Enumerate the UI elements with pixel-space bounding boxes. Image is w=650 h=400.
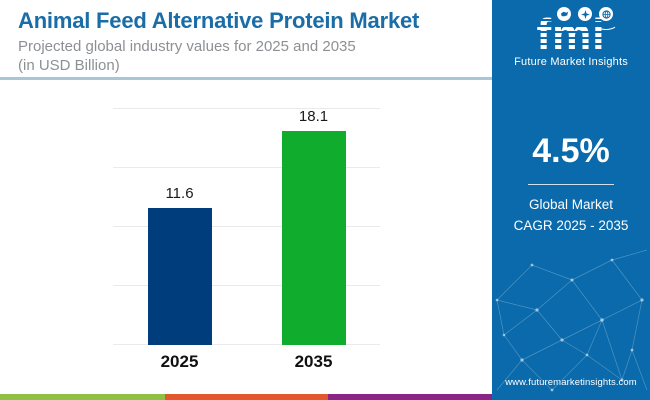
- x-axis-label-2035: 2035: [294, 352, 333, 371]
- bar-value-label: 11.6: [165, 185, 194, 202]
- cagr-value: 4.5%: [532, 131, 610, 170]
- gridline-5: [113, 285, 380, 286]
- stripe-purple: [328, 394, 492, 400]
- map-icon: [557, 7, 571, 21]
- gridline-10: [113, 226, 380, 227]
- globe-icon: [599, 7, 613, 21]
- cagr-label: Global Market CAGR 2025 - 2035: [492, 195, 650, 237]
- network-pattern-decoration: [495, 249, 648, 392]
- fmi-logo: fmi Future Market Insights: [492, 7, 650, 68]
- cagr-divider: [528, 183, 614, 185]
- website-link[interactable]: www.futuremarketinsights.com: [505, 377, 637, 388]
- header-divider: [0, 77, 492, 80]
- bar-chart: 11.6 18.1: [113, 97, 380, 345]
- gridline-20: [113, 108, 380, 109]
- header: Animal Feed Alternative Protein Market P…: [0, 0, 492, 76]
- x-axis-labels: 2025 2035: [113, 352, 380, 372]
- bar-2025: [147, 208, 212, 345]
- chart-section: Animal Feed Alternative Protein Market P…: [0, 0, 492, 400]
- cagr-block: 4.5% Global Market CAGR 2025 - 2035: [492, 132, 650, 237]
- page-title: Animal Feed Alternative Protein Market: [18, 8, 420, 33]
- compass-icon: [578, 7, 592, 21]
- subtitle-line1: Projected global industry values for 202…: [18, 38, 356, 55]
- logo-arc-decoration: [594, 16, 618, 30]
- bar-group-2025: 11.6: [113, 97, 246, 345]
- cagr-label-line1: Global Market: [528, 196, 614, 212]
- footer-color-stripe: [0, 394, 492, 400]
- subtitle-line2: (in USD Billion): [18, 56, 120, 74]
- stripe-green: [0, 394, 165, 400]
- bar-group-2035: 18.1: [247, 97, 380, 345]
- cagr-label-line2: CAGR 2025 - 2035: [513, 217, 629, 233]
- gridline-15: [113, 167, 380, 168]
- bar-value-label: 18.1: [298, 108, 329, 125]
- logo-icon-row: [506, 7, 650, 21]
- page-subtitle: Projected global industry values for 202…: [18, 38, 478, 76]
- stripe-orange: [165, 394, 328, 400]
- logo-caption: Future Market Insights: [514, 55, 628, 68]
- bar-2035: [281, 131, 346, 345]
- x-axis-label-2025: 2025: [160, 352, 199, 371]
- gridline-0: [113, 344, 380, 345]
- brand-panel: fmi Future Market Insights 4.5% Global M…: [492, 0, 650, 400]
